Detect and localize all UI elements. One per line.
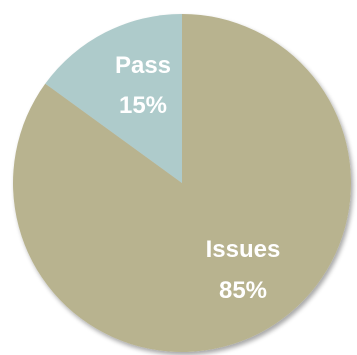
pie-slice-pass — [45, 13, 183, 183]
slice-label-pass-name: Pass — [115, 52, 171, 79]
pie-labels: Issues 85% Pass 15% — [115, 52, 280, 304]
slice-label-pass-value: 15% — [119, 92, 167, 119]
pie-slices — [12, 13, 351, 352]
slice-label-issues-name: Issues — [206, 236, 281, 263]
slice-label-issues-value: 85% — [219, 277, 267, 304]
